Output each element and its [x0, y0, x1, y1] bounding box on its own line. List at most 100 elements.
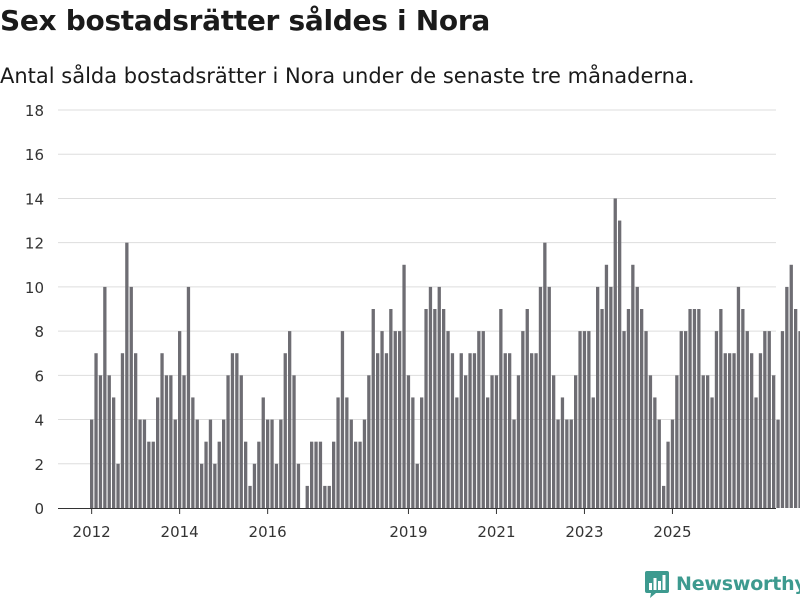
- bar: [631, 264, 635, 508]
- bar: [411, 397, 415, 508]
- bar: [138, 419, 142, 508]
- bar: [785, 286, 789, 508]
- bar: [697, 309, 701, 508]
- bar: [349, 419, 353, 508]
- bar: [178, 331, 182, 508]
- bar: [323, 485, 327, 508]
- bar: [767, 331, 771, 508]
- bar: [332, 441, 336, 508]
- bar: [142, 419, 147, 508]
- bar: [666, 441, 670, 508]
- bar: [257, 441, 261, 508]
- bar: [622, 331, 626, 508]
- bar: [274, 463, 279, 508]
- bar: [477, 331, 481, 508]
- bar: [169, 375, 173, 508]
- bar: [728, 353, 732, 508]
- bar: [173, 419, 177, 508]
- x-tick-label: 2016: [249, 523, 287, 541]
- bar: [358, 441, 362, 508]
- bar: [626, 309, 631, 508]
- bar: [367, 375, 371, 508]
- bar: [186, 286, 191, 508]
- bar: [798, 331, 800, 508]
- bar: [512, 419, 516, 508]
- bar: [530, 353, 534, 508]
- chart-title: Sex bostadsrätter såldes i Nora: [0, 4, 490, 37]
- y-tick-label: 8: [34, 323, 44, 341]
- bar: [675, 375, 679, 508]
- bar: [468, 353, 472, 508]
- y-tick-label: 18: [25, 102, 44, 120]
- bar: [191, 397, 195, 508]
- bar: [244, 441, 248, 508]
- chart-subtitle: Antal sålda bostadsrätter i Nora under d…: [0, 64, 695, 88]
- bar: [723, 353, 727, 508]
- bar: [94, 353, 98, 508]
- bar: [208, 419, 213, 508]
- bar: [213, 463, 217, 508]
- bar: [450, 353, 455, 508]
- bar: [714, 331, 719, 508]
- bar: [433, 309, 437, 508]
- bar: [670, 419, 675, 508]
- bar: [340, 331, 345, 508]
- bar: [160, 353, 164, 508]
- bar: [428, 286, 433, 508]
- bar: [437, 286, 441, 508]
- bar: [296, 463, 301, 508]
- y-tick-label: 16: [25, 146, 44, 164]
- bar: [147, 441, 151, 508]
- bar: [156, 397, 160, 508]
- bar: [772, 375, 776, 508]
- bar: [499, 309, 503, 508]
- bar: [336, 397, 340, 508]
- bar: [415, 463, 419, 508]
- bar: [552, 375, 556, 508]
- bar: [116, 463, 120, 508]
- bar: [283, 353, 287, 508]
- bar: [600, 309, 604, 508]
- bar: [538, 286, 543, 508]
- bar: [596, 286, 600, 508]
- bar: [547, 286, 551, 508]
- bar: [618, 220, 622, 508]
- bar: [226, 375, 230, 508]
- bar: [393, 331, 397, 508]
- bar: [587, 331, 591, 508]
- bar: [120, 353, 125, 508]
- bar: [569, 419, 573, 508]
- bar: [481, 331, 485, 508]
- bar: [442, 309, 446, 508]
- bar: [560, 397, 565, 508]
- bar: [508, 353, 512, 508]
- bar: [103, 286, 107, 508]
- bar: [494, 375, 499, 508]
- bar: [164, 375, 169, 508]
- bar: [719, 309, 723, 508]
- x-tick-label: 2014: [161, 523, 199, 541]
- bar: [574, 375, 578, 508]
- bar: [112, 397, 116, 508]
- bar: [741, 309, 745, 508]
- bar: [543, 242, 547, 509]
- bar: [776, 419, 780, 508]
- bar: [222, 419, 226, 508]
- bar: [362, 419, 367, 508]
- bar: [389, 309, 393, 508]
- bar: [327, 485, 331, 508]
- bar: [230, 353, 235, 508]
- bar: [107, 375, 111, 508]
- bar: [305, 485, 309, 508]
- bar: [710, 397, 714, 508]
- bar-chart-speech-bubble-icon: [645, 571, 669, 598]
- bar: [235, 353, 239, 508]
- y-tick-label: 14: [25, 190, 44, 208]
- bar: [455, 397, 459, 508]
- bar: [692, 309, 697, 508]
- bar: [604, 264, 609, 508]
- gridlines: [58, 109, 776, 465]
- bar: [750, 353, 754, 508]
- bar: [288, 331, 292, 508]
